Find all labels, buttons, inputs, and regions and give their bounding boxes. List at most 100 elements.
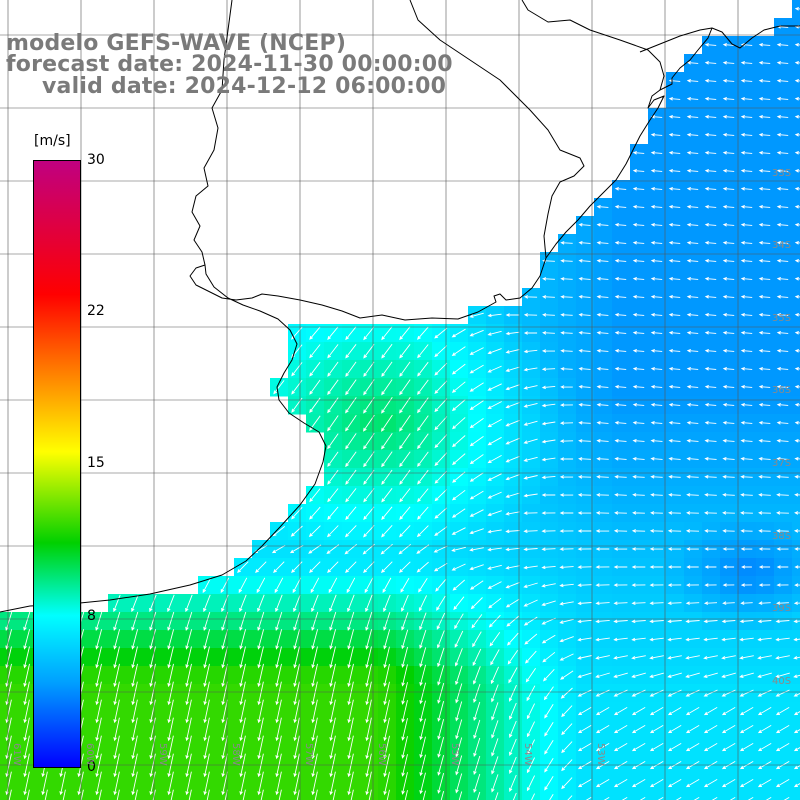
uruguay-river-path <box>191 0 233 266</box>
wind-cell <box>306 792 325 800</box>
wind-arrow <box>722 42 735 47</box>
wind-arrow <box>526 685 536 702</box>
wind-arrow <box>559 475 574 479</box>
wind-arrow <box>757 655 772 660</box>
wind-arrow <box>113 681 120 706</box>
wind-arrow <box>578 240 591 245</box>
wind-cell <box>792 738 800 757</box>
wind-arrow <box>722 547 735 551</box>
wind-arrow <box>668 204 681 209</box>
wind-arrow <box>239 629 247 650</box>
wind-arrow <box>721 725 736 734</box>
wind-arrow <box>309 561 321 574</box>
wind-arrow <box>257 629 265 650</box>
wind-arrow <box>631 707 646 716</box>
wind-arrow <box>473 683 481 703</box>
wind-arrow <box>632 420 645 425</box>
wind-arrow <box>559 511 574 515</box>
wind-arrow <box>113 629 121 650</box>
wind-arrow <box>23 681 30 706</box>
wind-arrow <box>329 771 336 796</box>
wind-arrow <box>614 294 627 299</box>
wind-arrow <box>739 689 754 697</box>
wind-arrow <box>631 655 646 660</box>
wind-arrow <box>776 330 789 335</box>
wind-arrow <box>794 294 800 299</box>
wind-arrow <box>740 132 753 137</box>
wind-arrow <box>757 725 772 734</box>
wind-arrow <box>275 771 282 796</box>
wind-arrow <box>776 150 789 155</box>
wind-arrow <box>401 594 409 612</box>
wind-arrow <box>293 681 300 706</box>
wind-arrow <box>577 637 592 642</box>
wind-arrow <box>757 637 772 642</box>
wind-arrow <box>185 611 193 631</box>
lon-label-53w: 53W <box>595 743 606 766</box>
wind-arrow <box>401 700 408 723</box>
wind-arrow <box>487 491 502 499</box>
wind-arrow <box>649 655 664 660</box>
wind-arrow <box>758 366 771 371</box>
wind-arrow <box>434 345 448 358</box>
wind-arrow <box>113 594 121 613</box>
wind-arrow <box>758 493 771 497</box>
wind-arrow <box>632 240 645 245</box>
wind-arrow <box>365 646 372 669</box>
wind-arrow <box>675 797 682 800</box>
wind-arrow <box>704 258 717 263</box>
wind-arrow <box>469 490 484 500</box>
wind-arrow <box>794 493 800 497</box>
wind-arrow <box>722 150 735 155</box>
wind-arrow <box>505 547 520 552</box>
wind-arrow <box>327 433 339 450</box>
wind-arrow <box>256 577 266 594</box>
wind-arrow <box>95 699 102 724</box>
wind-arrow <box>167 629 175 650</box>
wind-arrow <box>131 629 139 650</box>
wind-arrow <box>722 402 735 407</box>
wind-arrow <box>722 168 735 173</box>
wind-arrow <box>704 186 717 191</box>
wind-arrow <box>542 313 555 317</box>
wind-arrow <box>794 456 800 461</box>
wind-arrow <box>491 738 499 757</box>
wind-arrow <box>541 439 556 444</box>
wind-arrow <box>578 420 591 425</box>
wind-arrow <box>327 469 339 485</box>
wind-arrow <box>455 737 463 758</box>
wind-arrow <box>686 312 699 317</box>
wind-arrow <box>152 789 156 800</box>
wind-arrow <box>776 511 789 515</box>
wind-arrow <box>452 417 466 430</box>
wind-arrow <box>704 114 717 119</box>
wind-arrow <box>509 702 517 720</box>
wind-arrow <box>455 701 463 722</box>
wind-arrow <box>650 438 663 443</box>
wind-arrow <box>506 632 519 646</box>
wind-arrow <box>523 349 538 354</box>
wind-arrow <box>469 347 484 355</box>
wind-arrow <box>487 383 502 391</box>
wind-arrow <box>131 663 138 688</box>
wind-arrow <box>508 667 518 684</box>
wind-arrow <box>419 629 427 649</box>
wind-arrow <box>365 699 372 724</box>
wind-arrow <box>596 457 609 461</box>
wind-arrow <box>722 330 735 335</box>
wind-arrow <box>614 366 627 371</box>
wind-arrow <box>776 474 789 479</box>
wind-arrow <box>347 717 354 742</box>
wind-arrow <box>632 493 645 497</box>
wind-arrow <box>488 597 502 609</box>
wind-arrow <box>381 469 393 485</box>
wind-arrow <box>739 707 754 716</box>
wind-cell <box>468 792 487 800</box>
wind-arrow <box>26 789 30 800</box>
wind-cell <box>234 792 253 800</box>
wind-arrow <box>668 384 681 389</box>
wind-arrow <box>668 222 681 227</box>
wind-cell <box>162 792 181 800</box>
wind-arrow <box>311 611 319 631</box>
lon-label-60w: 60W <box>84 743 95 766</box>
